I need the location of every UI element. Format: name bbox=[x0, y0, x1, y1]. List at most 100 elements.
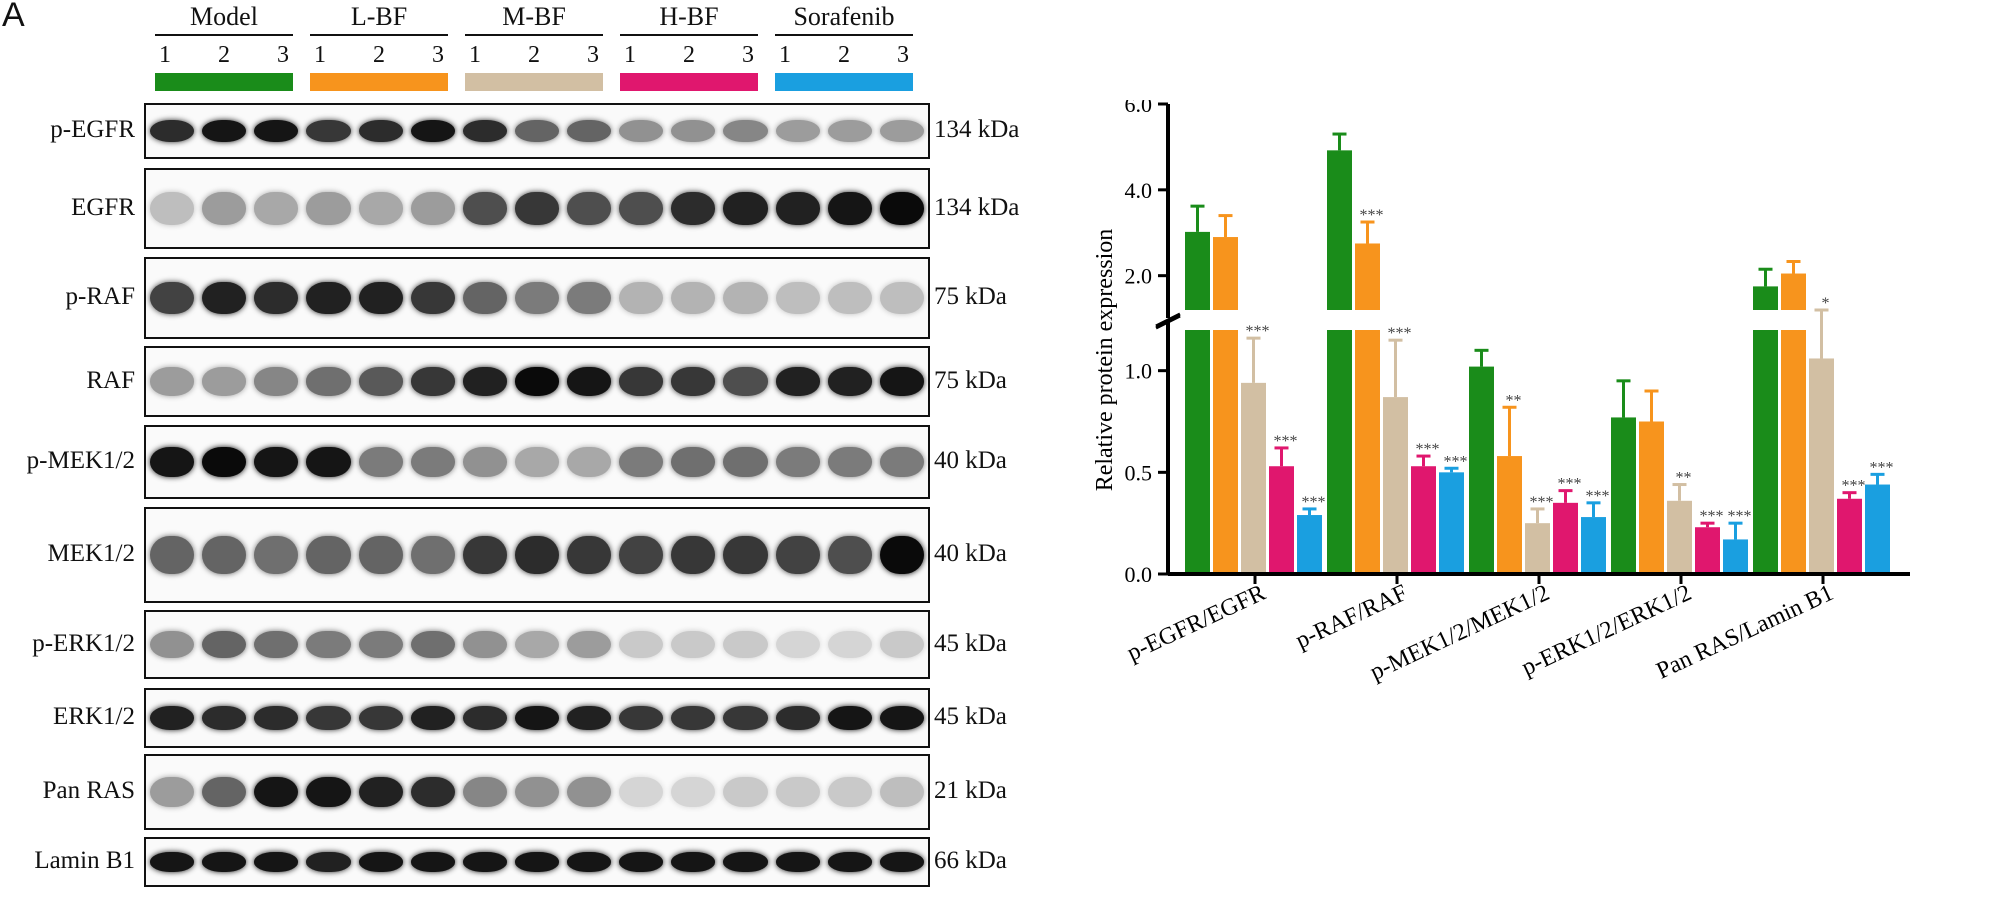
bar bbox=[1781, 330, 1806, 574]
blot-band bbox=[150, 852, 195, 872]
blot-image bbox=[144, 168, 930, 249]
blot-band bbox=[150, 281, 195, 315]
molecular-weight-label: 40 kDa bbox=[934, 540, 1007, 567]
blot-band bbox=[410, 776, 455, 808]
blot-band bbox=[358, 192, 403, 225]
bar bbox=[1553, 502, 1578, 574]
blot-band bbox=[567, 281, 612, 315]
y-tick-label: 4.0 bbox=[1125, 178, 1153, 203]
blot-band bbox=[514, 120, 560, 142]
blot-band bbox=[879, 852, 924, 872]
blot-row-p-egfr: p-EGFR 134 kDa bbox=[0, 103, 1060, 159]
blot-band bbox=[150, 776, 195, 808]
blot-band bbox=[723, 630, 768, 659]
blot-band bbox=[567, 852, 612, 872]
blot-band bbox=[202, 535, 247, 575]
blot-band bbox=[410, 535, 455, 575]
lane-number: 3 bbox=[742, 42, 754, 68]
protein-label: EGFR bbox=[71, 193, 135, 221]
protein-label: p-RAF bbox=[65, 283, 135, 310]
blot-band bbox=[723, 192, 768, 225]
lane-number: 1 bbox=[469, 42, 481, 68]
lane-number: 1 bbox=[159, 42, 171, 68]
group-header-h-bf: H-BF 1 2 3 bbox=[620, 0, 758, 91]
blot-band bbox=[150, 192, 195, 225]
blot-band bbox=[462, 447, 507, 477]
bar bbox=[1667, 500, 1692, 574]
blot-band bbox=[306, 776, 351, 808]
blot-band bbox=[723, 281, 768, 315]
blot-band bbox=[410, 367, 455, 396]
blot-band bbox=[671, 776, 716, 808]
protein-label: p-EGFR bbox=[50, 116, 135, 143]
blot-band bbox=[202, 776, 247, 808]
blot-band bbox=[723, 776, 768, 808]
bar bbox=[1469, 366, 1494, 574]
blot-band bbox=[619, 447, 664, 477]
bar bbox=[1185, 330, 1210, 574]
significance-label: *** bbox=[1274, 433, 1298, 450]
protein-label: ERK1/2 bbox=[53, 703, 135, 730]
group-header-model: Model 1 2 3 bbox=[155, 0, 293, 91]
blot-band bbox=[827, 706, 872, 730]
blot-band bbox=[775, 535, 820, 575]
lane-number: 1 bbox=[779, 42, 791, 68]
blot-band bbox=[254, 447, 299, 477]
lane-number: 3 bbox=[277, 42, 289, 68]
blot-band bbox=[202, 706, 247, 730]
axis-break-mark bbox=[1155, 314, 1181, 330]
blot-row-mek1-2: MEK1/2 40 kDa bbox=[0, 507, 1060, 603]
blot-band bbox=[254, 706, 299, 730]
blot-band bbox=[619, 192, 664, 225]
blot-band bbox=[306, 706, 351, 730]
blot-band bbox=[879, 281, 924, 315]
group-name: Sorafenib bbox=[775, 0, 913, 36]
blot-band bbox=[567, 630, 612, 659]
x-tick-label: p-RAF/RAF bbox=[1292, 580, 1412, 654]
blot-band bbox=[567, 120, 612, 142]
protein-label: p-ERK1/2 bbox=[32, 629, 135, 657]
blot-band bbox=[358, 281, 403, 315]
blot-band bbox=[306, 120, 351, 142]
blot-band bbox=[514, 535, 560, 575]
blot-band bbox=[358, 852, 403, 872]
molecular-weight-label: 75 kDa bbox=[934, 283, 1007, 310]
significance-label: *** bbox=[1728, 508, 1752, 525]
blot-image bbox=[144, 754, 930, 830]
blot-band bbox=[827, 535, 872, 575]
y-axis-label: Relative protein expression bbox=[1092, 229, 1118, 492]
blot-band bbox=[462, 120, 507, 142]
bar bbox=[1581, 517, 1606, 574]
blot-band bbox=[202, 120, 247, 142]
blot-band bbox=[671, 192, 716, 225]
lane-number: 2 bbox=[528, 42, 540, 68]
lane-number: 2 bbox=[218, 42, 230, 68]
blot-band bbox=[462, 281, 507, 315]
blot-row-raf: RAF 75 kDa bbox=[0, 346, 1060, 417]
lane-number: 3 bbox=[897, 42, 909, 68]
blot-band bbox=[671, 281, 716, 315]
panel-label: A bbox=[2, 0, 25, 34]
protein-label: MEK1/2 bbox=[47, 540, 136, 567]
blot-band bbox=[514, 281, 560, 315]
blot-band bbox=[567, 447, 612, 477]
bar bbox=[1497, 456, 1522, 574]
blot-image bbox=[144, 103, 930, 159]
y-tick-label: 6.0 bbox=[1125, 100, 1153, 117]
blot-band bbox=[410, 192, 455, 225]
bar bbox=[1241, 382, 1266, 574]
group-color-bar bbox=[620, 73, 758, 91]
blot-band bbox=[775, 281, 820, 315]
blot-band bbox=[306, 447, 351, 477]
blot-band bbox=[827, 192, 872, 225]
significance-label: *** bbox=[1842, 478, 1866, 495]
blot-band bbox=[202, 192, 247, 225]
molecular-weight-label: 66 kDa bbox=[934, 847, 1007, 874]
blot-band bbox=[462, 706, 507, 730]
significance-label: *** bbox=[1302, 494, 1326, 511]
blot-band bbox=[879, 706, 924, 730]
blot-band bbox=[827, 852, 872, 872]
blot-row-pan-ras: Pan RAS 21 kDa bbox=[0, 754, 1060, 830]
blot-band bbox=[619, 776, 664, 808]
blot-band bbox=[723, 852, 768, 872]
